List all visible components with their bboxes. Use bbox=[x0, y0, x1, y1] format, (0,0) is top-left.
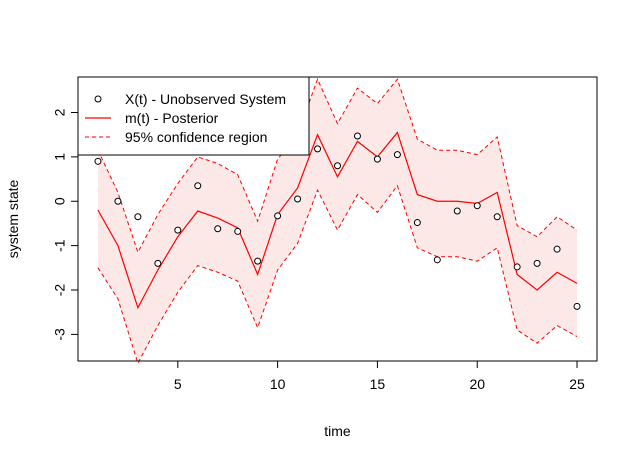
data-point bbox=[493, 213, 501, 221]
data-point bbox=[94, 157, 102, 165]
x-tick-label: 10 bbox=[270, 376, 286, 392]
confidence-band-fill bbox=[97, 79, 578, 364]
data-point bbox=[194, 182, 202, 190]
x-tick-label: 15 bbox=[370, 376, 386, 392]
legend-box bbox=[77, 76, 310, 156]
data-point bbox=[274, 212, 282, 220]
data-point bbox=[294, 195, 302, 203]
legend-label: m(t) - Posterior bbox=[125, 110, 219, 126]
data-point bbox=[214, 225, 222, 233]
data-point bbox=[353, 132, 361, 140]
legend-label: X(t) - Unobserved System bbox=[125, 91, 286, 107]
y-axis-label: system state bbox=[5, 180, 21, 259]
data-point bbox=[553, 245, 561, 253]
y-tick-label: 0 bbox=[52, 197, 68, 205]
y-tick-label: 1 bbox=[52, 153, 68, 161]
x-tick-label: 5 bbox=[174, 376, 182, 392]
data-point bbox=[513, 263, 521, 271]
x-axis-label: time bbox=[324, 423, 351, 439]
y-tick-label: -2 bbox=[52, 284, 68, 297]
posterior-line bbox=[97, 131, 578, 310]
data-point bbox=[234, 227, 242, 235]
y-tick-label: -1 bbox=[52, 239, 68, 252]
data-point bbox=[393, 151, 401, 159]
legend-point-symbol bbox=[94, 95, 102, 103]
x-tick-label: 25 bbox=[569, 376, 585, 392]
data-point bbox=[174, 226, 182, 234]
data-point bbox=[114, 197, 122, 205]
confidence-lower-line bbox=[97, 184, 578, 365]
confidence-upper-line bbox=[97, 77, 578, 254]
data-point bbox=[413, 219, 421, 227]
data-point bbox=[314, 145, 322, 153]
y-tick-label: -3 bbox=[52, 328, 68, 341]
data-point bbox=[573, 302, 581, 310]
data-point bbox=[533, 259, 541, 267]
legend-label: 95% confidence region bbox=[125, 129, 267, 145]
data-point bbox=[334, 162, 341, 170]
data-point bbox=[373, 155, 381, 163]
data-point bbox=[433, 256, 441, 264]
legend: X(t) - Unobserved System m(t) - Posterior… bbox=[77, 76, 310, 156]
data-point bbox=[254, 257, 262, 265]
y-tick-label: 2 bbox=[52, 108, 68, 116]
data-point bbox=[134, 213, 142, 221]
data-point bbox=[473, 202, 481, 210]
data-point bbox=[154, 259, 162, 267]
data-point bbox=[453, 207, 461, 215]
x-tick-label: 20 bbox=[469, 376, 485, 392]
